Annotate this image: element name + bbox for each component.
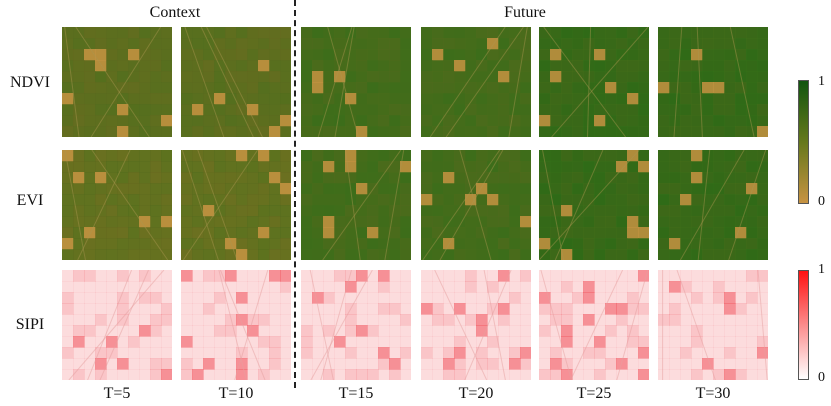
- tile-sipi-t25: [539, 270, 649, 380]
- green-colorbar-max-label: 1: [818, 74, 825, 89]
- col-label-t15: T=15: [338, 385, 374, 402]
- tile-evi-t30: [658, 150, 768, 260]
- tile-evi-t15: [301, 150, 411, 260]
- tile-evi-t25: [539, 150, 649, 260]
- green-colorbar: [798, 80, 809, 204]
- tile-ndvi-t10: [181, 27, 291, 137]
- tile-ndvi-t25: [539, 27, 649, 137]
- tile-ndvi-t5: [62, 27, 172, 137]
- future-header: Future: [504, 4, 546, 21]
- tile-ndvi-t20: [421, 27, 531, 137]
- green-colorbar-min-label: 0: [818, 194, 825, 209]
- row-label-sipi: SIPI: [15, 316, 45, 333]
- tile-sipi-t30: [658, 270, 768, 380]
- red-colorbar-max-label: 1: [818, 262, 825, 277]
- row-label-ndvi: NDVI: [10, 74, 50, 91]
- tile-ndvi-t30: [658, 27, 768, 137]
- tile-evi-t5: [62, 150, 172, 260]
- context-header: Context: [149, 4, 201, 21]
- col-label-t10: T=10: [218, 385, 254, 402]
- red-colorbar-min-label: 0: [818, 370, 825, 385]
- tile-sipi-t5: [62, 270, 172, 380]
- context-future-divider: [294, 0, 296, 388]
- tile-evi-t10: [181, 150, 291, 260]
- col-label-t20: T=20: [458, 385, 494, 402]
- col-label-t25: T=25: [576, 385, 612, 402]
- tile-ndvi-t15: [301, 27, 411, 137]
- tile-sipi-t10: [181, 270, 291, 380]
- col-label-t5: T=5: [103, 385, 131, 402]
- row-label-evi: EVI: [16, 192, 44, 209]
- col-label-t30: T=30: [695, 385, 731, 402]
- tile-evi-t20: [421, 150, 531, 260]
- red-colorbar: [798, 270, 809, 380]
- tile-sipi-t15: [301, 270, 411, 380]
- tile-sipi-t20: [421, 270, 531, 380]
